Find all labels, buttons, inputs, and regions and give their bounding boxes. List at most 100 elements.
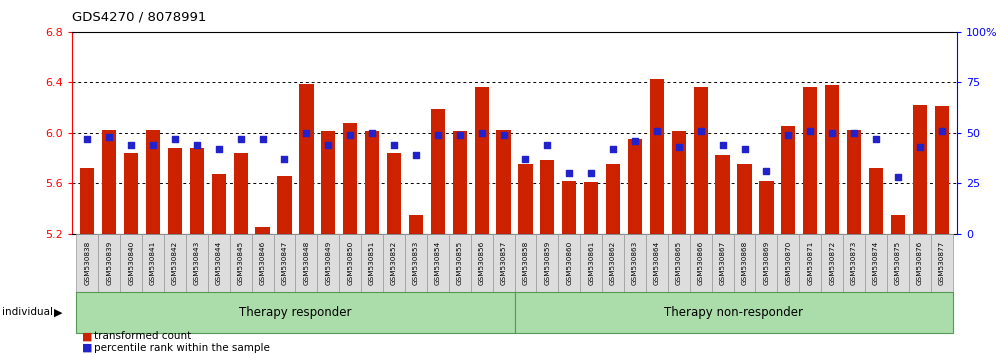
Bar	[190, 148, 204, 234]
Bar	[602, 234, 624, 292]
Bar	[295, 234, 317, 292]
Text: GSM530858: GSM530858	[522, 241, 528, 285]
Point	[583, 170, 599, 176]
Point	[649, 128, 665, 133]
Point	[517, 156, 533, 162]
Point	[561, 170, 577, 176]
Text: ■: ■	[82, 331, 92, 341]
Point	[474, 130, 490, 136]
Point	[912, 144, 928, 150]
Point	[276, 156, 292, 162]
Bar	[80, 168, 94, 234]
Text: GSM530864: GSM530864	[654, 241, 660, 285]
Bar	[496, 130, 511, 234]
Bar	[737, 164, 752, 234]
Bar	[343, 123, 357, 234]
Text: GSM530865: GSM530865	[676, 241, 682, 285]
Bar	[146, 130, 160, 234]
Text: GSM530860: GSM530860	[566, 241, 572, 285]
Bar	[825, 85, 839, 234]
Bar	[449, 234, 471, 292]
Point	[802, 128, 818, 133]
Point	[780, 132, 796, 138]
Bar	[405, 234, 427, 292]
Bar	[98, 234, 120, 292]
Bar	[102, 130, 116, 234]
Point	[79, 136, 95, 142]
Bar	[277, 176, 292, 234]
Text: GSM530875: GSM530875	[895, 241, 901, 285]
Bar	[186, 234, 208, 292]
Text: GSM530870: GSM530870	[785, 241, 791, 285]
Bar	[887, 234, 909, 292]
Text: GSM530857: GSM530857	[501, 241, 507, 285]
Bar	[777, 234, 799, 292]
Point	[145, 142, 161, 148]
Bar	[317, 234, 339, 292]
Text: GSM530872: GSM530872	[829, 241, 835, 285]
Text: Therapy non-responder: Therapy non-responder	[664, 306, 803, 319]
Bar	[120, 234, 142, 292]
Bar	[540, 160, 554, 234]
Text: GSM530871: GSM530871	[807, 241, 813, 285]
Bar	[672, 131, 686, 234]
Text: GSM530855: GSM530855	[457, 241, 463, 285]
Bar	[76, 234, 98, 292]
Text: Therapy responder: Therapy responder	[239, 306, 352, 319]
Bar	[514, 234, 536, 292]
Point	[255, 136, 271, 142]
Bar	[650, 79, 664, 234]
Bar	[365, 131, 379, 234]
Point	[496, 132, 512, 138]
Text: GSM530854: GSM530854	[435, 241, 441, 285]
Point	[715, 142, 731, 148]
Bar	[142, 234, 164, 292]
Point	[123, 142, 139, 148]
Bar	[584, 182, 598, 234]
Bar	[252, 234, 274, 292]
Bar	[694, 87, 708, 234]
Bar	[361, 234, 383, 292]
Bar	[255, 227, 270, 234]
Point	[320, 142, 336, 148]
Point	[539, 142, 555, 148]
Bar	[865, 234, 887, 292]
Bar	[869, 168, 883, 234]
Bar	[431, 109, 445, 234]
Bar	[208, 234, 230, 292]
Bar	[909, 234, 931, 292]
Text: GDS4270 / 8078991: GDS4270 / 8078991	[72, 11, 206, 24]
Bar	[715, 155, 730, 234]
Point	[671, 144, 687, 150]
Bar	[514, 292, 953, 333]
Point	[101, 134, 117, 139]
Text: GSM530845: GSM530845	[238, 241, 244, 285]
Text: GSM530851: GSM530851	[369, 241, 375, 285]
Bar	[76, 292, 514, 333]
Text: GSM530874: GSM530874	[873, 241, 879, 285]
Point	[211, 146, 227, 152]
Bar	[935, 106, 949, 234]
Bar	[536, 234, 558, 292]
Text: GSM530840: GSM530840	[128, 241, 134, 285]
Text: GSM530853: GSM530853	[413, 241, 419, 285]
Bar	[274, 234, 295, 292]
Text: GSM530866: GSM530866	[698, 241, 704, 285]
Text: GSM530876: GSM530876	[917, 241, 923, 285]
Point	[430, 132, 446, 138]
Bar	[624, 234, 646, 292]
Point	[737, 146, 753, 152]
Text: ▶: ▶	[54, 307, 62, 318]
Bar	[387, 153, 401, 234]
Text: GSM530850: GSM530850	[347, 241, 353, 285]
Point	[189, 142, 205, 148]
Bar	[690, 234, 712, 292]
Text: GSM530838: GSM530838	[84, 241, 90, 285]
Point	[408, 152, 424, 158]
Bar	[409, 215, 423, 234]
Point	[364, 130, 380, 136]
Bar	[339, 234, 361, 292]
Bar	[803, 87, 817, 234]
Bar	[821, 234, 843, 292]
Text: GSM530844: GSM530844	[216, 241, 222, 285]
